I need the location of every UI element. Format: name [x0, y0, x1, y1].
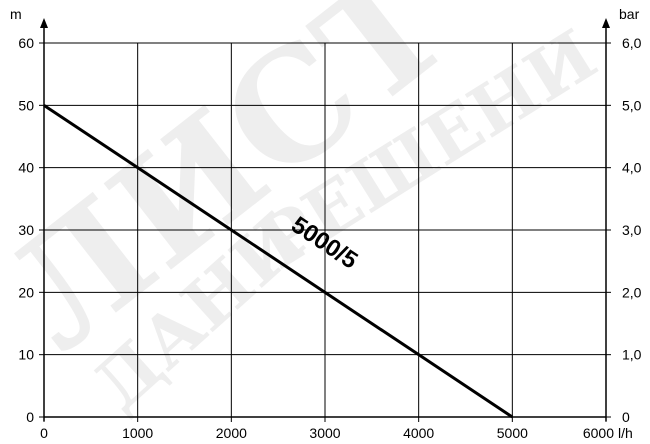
y-right-tick-label: 4,0: [622, 160, 642, 176]
y-right-tick-label: 1,0: [622, 347, 642, 363]
x-tick-label: 5000: [497, 425, 528, 441]
y-left-tick-label: 20: [18, 284, 34, 300]
y-left-tick-label: 10: [18, 347, 34, 363]
y-right-unit-label: bar: [619, 6, 640, 22]
x-tick-label: 1000: [122, 425, 153, 441]
y-left-tick-label: 40: [18, 160, 34, 176]
y-left-axis-arrow: [40, 18, 48, 28]
series-line: [43, 104, 514, 419]
y-right-tick-label: 6,0: [622, 35, 642, 51]
y-left-tick-label: 30: [18, 222, 34, 238]
y-right-tick-label: 0: [622, 409, 630, 425]
x-tick-label: 2000: [216, 425, 247, 441]
x-unit-label: l/h: [618, 425, 633, 441]
y-right-tick-label: 5,0: [622, 97, 642, 113]
y-left-tick-label: 60: [18, 35, 34, 51]
y-left-tick-label: 50: [18, 97, 34, 113]
x-tick-label: 3000: [309, 425, 340, 441]
y-left-tick-label: 0: [26, 409, 34, 425]
y-right-tick-label: 2,0: [622, 284, 642, 300]
y-right-axis-arrow: [602, 18, 610, 28]
axes: [39, 18, 611, 422]
y-left-unit-label: m: [10, 6, 22, 22]
x-tick-label: 6000: [583, 425, 614, 441]
y-right-tick-label: 3,0: [622, 222, 642, 238]
x-tick-label: 4000: [403, 425, 434, 441]
x-tick-label: 0: [40, 425, 48, 441]
series-group: [43, 104, 514, 419]
